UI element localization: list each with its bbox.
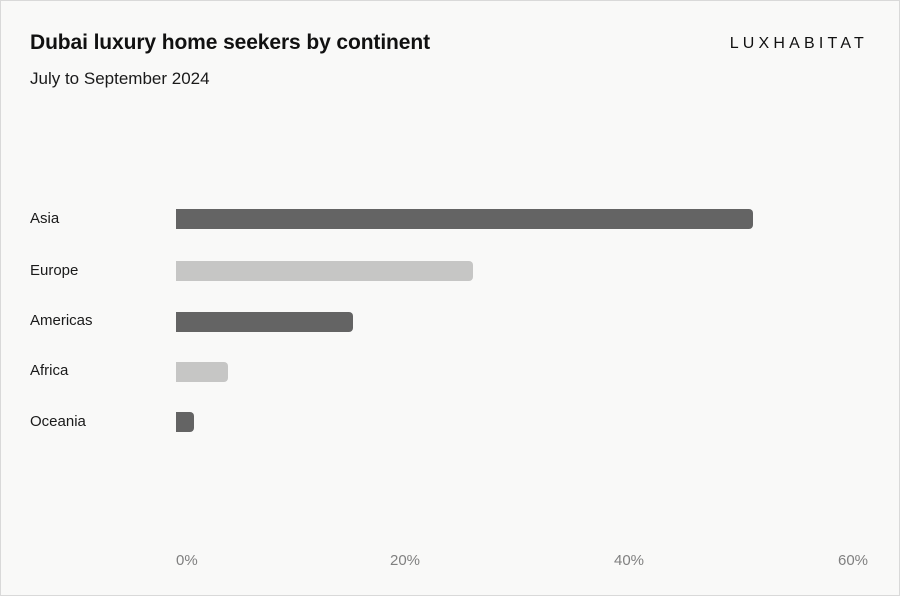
brand-logo: LUXHABITAT	[729, 35, 868, 52]
x-tick-20: 20%	[390, 552, 421, 569]
row-label-africa: Africa	[30, 362, 69, 379]
row-label-europe: Europe	[30, 262, 79, 279]
bar-americas	[176, 312, 353, 332]
bar-africa	[176, 362, 228, 382]
row-label-asia: Asia	[30, 210, 60, 227]
x-tick-0: 0%	[176, 552, 198, 569]
bar-europe	[176, 261, 473, 281]
x-tick-60: 60%	[838, 552, 869, 569]
chart-subtitle: July to September 2024	[30, 69, 210, 88]
row-label-oceania: Oceania	[30, 413, 86, 430]
x-tick-40: 40%	[614, 552, 645, 569]
chart-title: Dubai luxury home seekers by continent	[30, 31, 430, 54]
bar-asia	[176, 209, 753, 229]
row-label-americas: Americas	[30, 312, 93, 329]
bar-oceania	[176, 412, 194, 432]
